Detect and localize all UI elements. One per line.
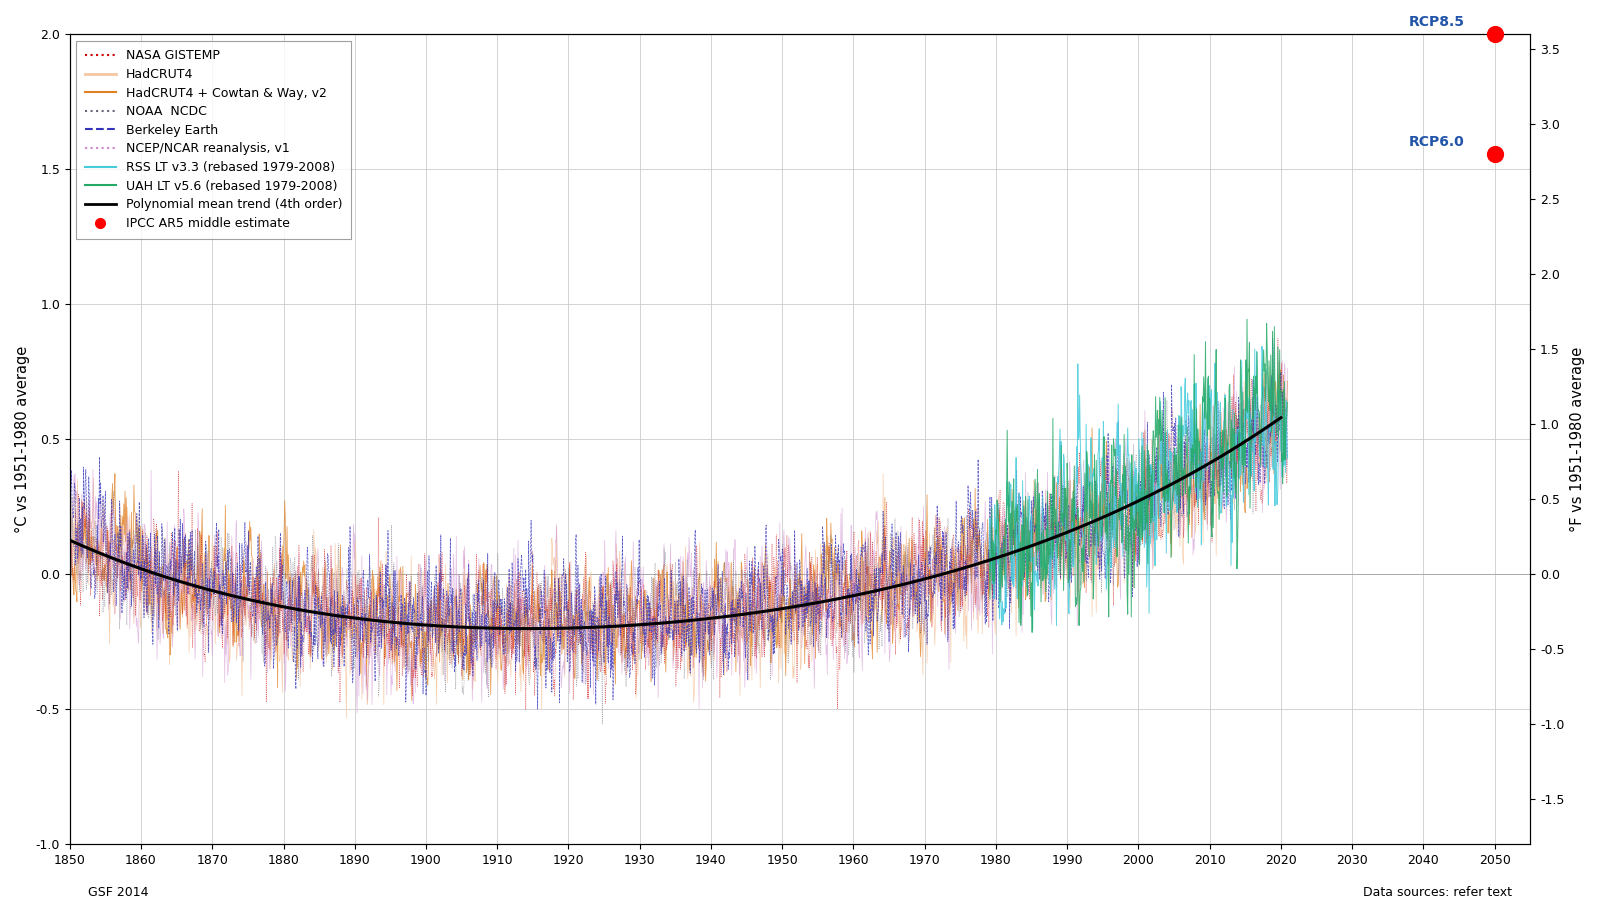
Text: GSF 2014: GSF 2014 (88, 886, 149, 898)
Text: RCP6.0: RCP6.0 (1408, 135, 1464, 149)
Point (1482, 27, 1507, 41)
Text: RCP8.5: RCP8.5 (1408, 15, 1464, 29)
Point (1482, 147, 1507, 161)
Legend: NASA GISTEMP, HadCRUT4, HadCRUT4 + Cowtan & Way, v2, NOAA  NCDC, Berkeley Earth,: NASA GISTEMP, HadCRUT4, HadCRUT4 + Cowta… (77, 40, 352, 239)
Y-axis label: °F vs 1951-1980 average: °F vs 1951-1980 average (1570, 346, 1586, 532)
Text: Data sources: refer text: Data sources: refer text (1363, 886, 1512, 898)
Y-axis label: °C vs 1951-1980 average: °C vs 1951-1980 average (14, 346, 30, 533)
